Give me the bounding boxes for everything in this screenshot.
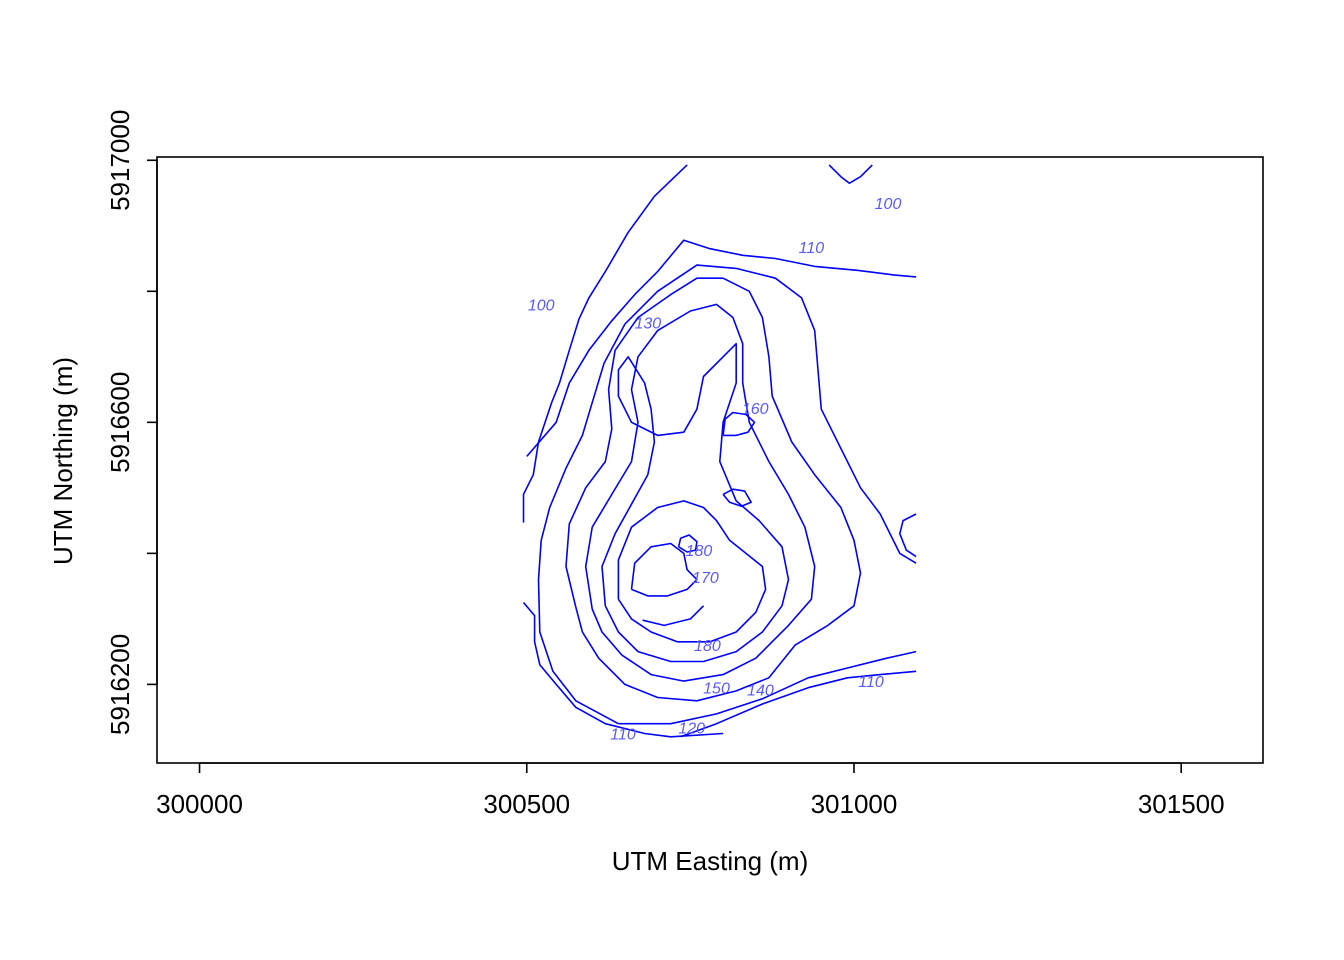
contour-label: 160 — [742, 401, 769, 418]
contour-line-140 — [584, 303, 816, 682]
contour-line-160 — [617, 500, 767, 643]
contour-line-100 — [828, 164, 873, 184]
contour-line-180 — [642, 605, 705, 627]
x-tick-label: 300000 — [156, 789, 243, 819]
contour-label: 130 — [634, 316, 661, 333]
contour-line-120 — [618, 650, 917, 725]
contour-line-110 — [898, 513, 917, 558]
x-tick-label: 301000 — [811, 789, 898, 819]
contour-label: 100 — [875, 196, 902, 213]
contour-line-110 — [680, 670, 917, 738]
contour-label: 110 — [610, 727, 636, 744]
x-tick-label: 300500 — [483, 789, 570, 819]
contour-line-170 — [630, 542, 698, 597]
y-axis: 5916200 5916600 5917000 — [105, 110, 158, 735]
contour-label: 120 — [678, 721, 705, 738]
contour-label: 170 — [692, 570, 719, 587]
x-axis-title: UTM Easting (m) — [612, 846, 808, 876]
contour-labels: 100 100 110 110 110 120 130 140 150 160 170 180 180 — [528, 196, 902, 744]
contour-line-120 — [537, 264, 917, 725]
y-tick-label: 5917000 — [105, 110, 135, 211]
contour-label: 180 — [686, 543, 713, 560]
contour-line-100 — [522, 164, 688, 523]
contour-label: 180 — [694, 638, 721, 655]
contour-line-150 — [601, 342, 790, 663]
x-axis: 300000 300500 301000 301500 — [156, 762, 1225, 819]
contour-line-110 — [522, 601, 724, 738]
contour-line-110 — [526, 239, 917, 457]
contour-lines — [522, 164, 917, 738]
y-tick-label: 5916600 — [105, 372, 135, 473]
y-tick-label: 5916200 — [105, 634, 135, 735]
contour-line-180 — [677, 534, 698, 553]
contour-label: 150 — [703, 681, 730, 698]
contour-label: 100 — [528, 297, 555, 314]
contour-line-170 — [722, 488, 753, 508]
x-tick-label: 301500 — [1138, 789, 1225, 819]
contour-label: 110 — [858, 674, 884, 691]
contour-label: 140 — [747, 683, 774, 700]
contour-line-160 — [722, 411, 756, 437]
contour-line-130 — [565, 277, 862, 702]
contour-label: 110 — [799, 240, 825, 257]
y-axis-title: UTM Northing (m) — [48, 357, 78, 565]
